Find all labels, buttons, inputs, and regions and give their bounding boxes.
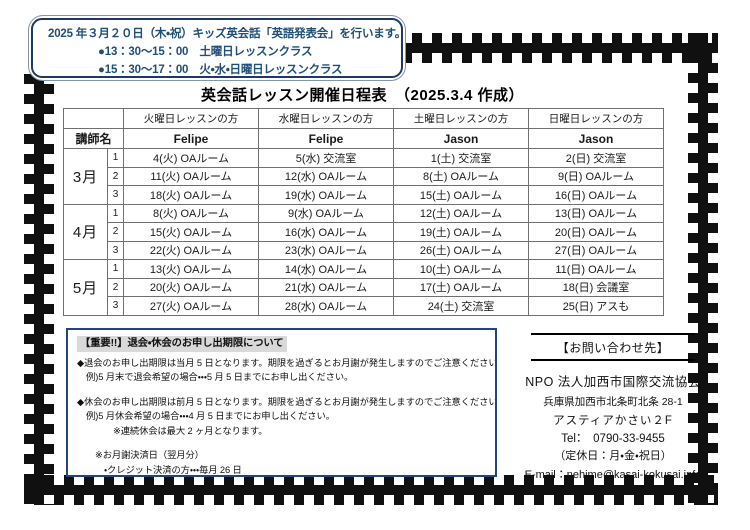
payment-credit: ・クレジット決済の方・・・毎月 26 日 [104,464,242,475]
film-border-left [24,74,54,505]
teacher-cell: Felipe [123,128,259,149]
contact-organization: NPO 法人加西市国際交流協会 [525,375,701,389]
week-number: 2 [107,277,124,297]
lesson-cell: 12(水) OAルーム [258,166,394,186]
lesson-cell: 17(土) OAルーム [393,277,529,297]
lesson-cell: 8(土) OAルーム [393,166,529,186]
film-border-top [392,33,718,63]
table-row: 4月 1 8(火) OAルーム 9(水) OAルーム 12(土) OAルーム 1… [63,203,664,260]
table-row: 3 18(火) OAルーム 19(水) OAルーム 15(土) OAルーム 16… [64,185,664,205]
teacher-cell: Jason [393,128,529,149]
lesson-cell: 2(日) 交流室 [528,148,664,168]
table-row: 2 20(火) OAルーム 21(水) OAルーム 17(土) OAルーム 18… [64,277,664,297]
event-notice-line1: 2025 年３月２０日（木・祝）キッズ英会話「英語発表会」を行います。 [48,28,407,40]
lesson-cell: 18(日) 会議室 [528,277,664,297]
lesson-cell: 16(水) OAルーム [258,222,394,242]
withdraw-rule: ◆退会のお申し出期限は当月 5 日となります。期限を過ぎるとお月謝が発生しますの… [77,357,497,368]
lesson-cell: 10(土) OAルーム [393,259,529,279]
lesson-cell: 4(火) OAルーム [123,148,259,168]
lesson-cell: 9(水) OAルーム [258,203,394,223]
event-notice-line3: ●15：30～17：00 火・水・日曜日レッスンクラス [98,64,343,76]
table-row: 2 11(火) OAルーム 12(水) OAルーム 8(土) OAルーム 9(日… [64,166,664,186]
table-row-day-headers: 火曜日レッスンの方 水曜日レッスンの方 土曜日レッスンの方 日曜日レッスンの方 [63,108,664,129]
lesson-cell: 27(日) OAルーム [528,240,664,260]
corner-cell [63,108,124,129]
lesson-cell: 11(日) OAルーム [528,259,664,279]
table-row: 5月 1 13(火) OAルーム 14(水) OAルーム 10(土) OAルーム… [63,259,664,316]
lesson-cell: 24(土) 交流室 [393,296,529,316]
event-notice-line2: ●13：30～15：00 土曜日レッスンクラス [98,46,313,58]
lesson-cell: 15(土) OAルーム [393,185,529,205]
lesson-cell: 13(火) OAルーム [123,259,259,279]
pause-note: ※連続休会は最大 2 ヶ月となります。 [113,425,268,436]
lesson-cell: 12(土) OAルーム [393,203,529,223]
week-number: 2 [107,222,124,242]
lesson-cell: 13(日) OAルーム [528,203,664,223]
month-label: 5月 [63,259,108,316]
page-title: 英会話レッスン開催日程表 （2025.3.4 作成） [200,87,525,104]
week-number: 1 [107,148,124,168]
lesson-cell: 15(火) OAルーム [123,222,259,242]
lesson-cell: 27(火) OAルーム [123,296,259,316]
payment-heading: ※お月謝決済日（翌月分） [95,450,204,460]
contact-tel: Tel： 0790-33-9455 [561,433,665,445]
day-header: 火曜日レッスンの方 [123,108,259,129]
lesson-cell: 22(火) OAルーム [123,240,259,260]
lesson-cell: 9(日) OAルーム [528,166,664,186]
lesson-cell: 25(日) アスも [528,296,664,316]
contact-email: E-mail：nehime@kasai-kokusai.info [524,469,702,481]
week-number: 1 [107,203,124,223]
lesson-cell: 26(土) OAルーム [393,240,529,260]
event-notice-content: 2025 年３月２０日（木・祝）キッズ英会話「英語発表会」を行います。 ●13：… [31,18,407,78]
day-header: 日曜日レッスンの方 [528,108,664,129]
lesson-cell: 19(土) OAルーム [393,222,529,242]
lesson-cell: 18(火) OAルーム [123,185,259,205]
schedule-table: 火曜日レッスンの方 水曜日レッスンの方 土曜日レッスンの方 日曜日レッスンの方 … [63,108,664,316]
lesson-cell: 1(土) 交流室 [393,148,529,168]
contact-heading: 【お問い合わせ先】 [531,333,695,361]
lesson-cell: 21(水) OAルーム [258,277,394,297]
week-number: 3 [107,240,124,260]
day-header: 土曜日レッスンの方 [393,108,529,129]
table-row: 3 27(火) OAルーム 28(水) OAルーム 24(土) 交流室 25(日… [64,296,664,316]
contact-closed-days: （定休日：月・金・祝日） [554,450,672,462]
lesson-cell: 5(水) 交流室 [258,148,394,168]
lesson-cell: 16(日) OAルーム [528,185,664,205]
table-row: 3月 1 4(火) OAルーム 5(水) 交流室 1(土) 交流室 2(日) 交… [63,148,664,205]
table-row: 2 15(火) OAルーム 16(水) OAルーム 19(土) OAルーム 20… [64,222,664,242]
lesson-cell: 11(火) OAルーム [123,166,259,186]
contact-block: 【お問い合わせ先】 NPO 法人加西市国際交流協会 兵庫県加西市北条町北条 28… [514,333,712,482]
teacher-label-cell: 講師名 [63,128,124,149]
withdraw-example: 例)5 月末で退会希望の場合・・・5 月 5 日までにお申し出ください。 [86,372,354,382]
contact-address: 兵庫県加西市北条町北条 28-1 [543,396,683,408]
contact-building: アスティアかさい２F [553,415,673,427]
event-notice-box: 2025 年３月２０日（木・祝）キッズ英会話「英語発表会」を行います。 ●13：… [28,15,406,81]
lesson-cell: 28(水) OAルーム [258,296,394,316]
important-heading: 【重要!!】退会・休会のお申し出期限について [77,336,287,352]
teacher-cell: Jason [528,128,664,149]
month-label: 3月 [63,148,108,205]
month-label: 4月 [63,203,108,260]
lesson-cell: 20(日) OAルーム [528,222,664,242]
week-number: 3 [107,185,124,205]
day-header: 水曜日レッスンの方 [258,108,394,129]
lesson-cell: 20(火) OAルーム [123,277,259,297]
table-row-teachers: 講師名 Felipe Felipe Jason Jason [63,128,664,149]
pause-rule: ◆休会のお申し出期限は前月 5 日となります。期限を過ぎるとお月謝が発生しますの… [77,396,497,407]
pause-example: 例)5 月休会希望の場合・・・4 月 5 日までにお申し出ください。 [86,411,335,421]
table-row: 3 22(火) OAルーム 23(水) OAルーム 26(土) OAルーム 27… [64,240,664,260]
lesson-cell: 19(水) OAルーム [258,185,394,205]
schedule-table-wrap: 火曜日レッスンの方 水曜日レッスンの方 土曜日レッスンの方 日曜日レッスンの方 … [63,108,664,316]
week-number: 2 [107,166,124,186]
important-notice-box: 【重要!!】退会・休会のお申し出期限について ◆退会のお申し出期限は当月 5 日… [66,328,497,477]
lesson-cell: 8(火) OAルーム [123,203,259,223]
teacher-cell: Felipe [258,128,394,149]
week-number: 1 [107,259,124,279]
week-number: 3 [107,296,124,316]
lesson-cell: 23(水) OAルーム [258,240,394,260]
lesson-cell: 14(水) OAルーム [258,259,394,279]
